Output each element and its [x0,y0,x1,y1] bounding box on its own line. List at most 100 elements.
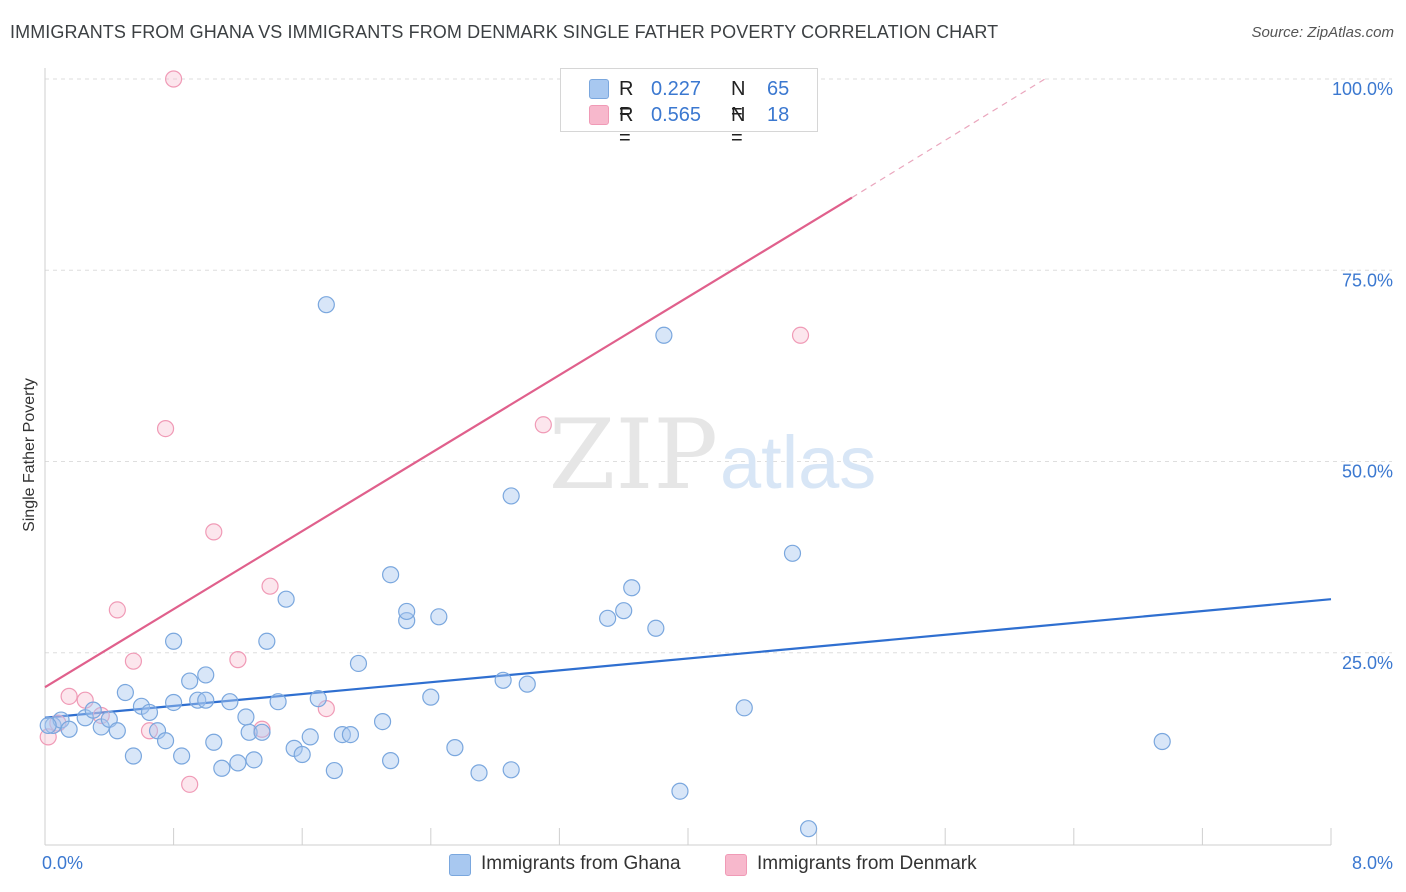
data-point-ghana [269,693,287,711]
tick-labels: 25.0% 50.0% 75.0% 100.0% 0.0% 8.0% [42,79,1393,873]
legend-n-value: 65 [767,78,790,100]
data-point-denmark [229,651,247,669]
data-point-ghana [349,654,368,673]
data-point-ghana [60,720,78,738]
data-point-ghana [156,732,175,750]
legend-r-value: 0.227 [651,78,702,100]
data-point-ghana [502,761,520,779]
data-point-ghana [229,754,247,772]
data-point-ghana [373,712,392,731]
data-point-ghana [165,632,183,650]
data-point-ghana [258,632,276,650]
data-point-ghana [494,671,512,689]
bottom-legend-swatch-denmark [725,854,747,876]
axes [44,68,1332,846]
x-tick-label: 8.0% [1352,853,1393,873]
data-point-ghana [599,609,617,627]
watermark-atlas: atlas [720,421,876,504]
legend-n-label: N = [731,78,746,123]
data-point-ghana [398,612,416,630]
data-point-ghana [1153,732,1171,751]
legend-swatch-ghana [589,79,609,99]
data-point-ghana [422,688,440,706]
data-point-ghana [116,683,134,702]
data-point-ghana [173,747,191,765]
trend-lines [44,78,1332,719]
data-point-denmark [534,416,552,434]
data-point-ghana [213,759,231,777]
data-point-ghana [205,733,223,751]
data-point-ghana [84,701,102,719]
data-point-denmark [108,601,126,619]
legend-n-label: N = [731,104,746,149]
legend-n-value: 18 [767,104,790,126]
y-tick-label: 50.0% [1342,462,1393,482]
data-point-ghana [221,693,239,711]
bottom-legend-label-denmark: Immigrants from Denmark [757,853,977,874]
data-point-ghana [655,326,673,344]
data-point-denmark [791,326,810,344]
bottom-legend-swatch-ghana [449,854,471,876]
data-point-ghana [39,716,57,735]
trend-line-denmark-extension [851,78,1046,199]
data-point-ghana [518,675,536,693]
data-point-denmark [156,420,175,438]
data-point-ghana [240,723,258,741]
data-point-ghana [253,723,271,741]
data-point-denmark [205,523,223,541]
data-point-denmark [181,775,199,793]
trend-line-denmark [44,196,853,689]
x-tick-label: 0.0% [42,853,83,873]
correlation-legend: R = 0.227 N = 65 R = 0.565 N = 18 [560,68,818,149]
data-point-ghana [197,666,215,684]
data-point-ghana [470,764,488,782]
legend-r-label: R = [619,104,634,149]
data-point-denmark [60,687,78,705]
watermark-zip: ZIP [549,399,718,511]
data-point-ghana [671,782,689,800]
source-credit: Source: ZipAtlas.com [1251,24,1394,41]
data-point-ghana [799,820,818,838]
data-point-ghana [341,726,360,744]
data-point-ghana [237,708,255,726]
y-tick-label: 100.0% [1332,79,1393,99]
grid-lines [45,78,1392,654]
data-point-ghana [293,745,311,764]
data-point-ghana [783,544,802,562]
data-point-ghana [108,722,126,740]
data-point-ghana [398,602,416,621]
data-point-ghana [277,590,295,608]
data-point-ghana [382,752,400,770]
data-point-ghana [124,747,143,765]
y-tick-label: 25.0% [1342,653,1393,673]
data-point-ghana [140,703,159,722]
y-tick-label: 75.0% [1342,270,1393,290]
y-axis-label: Single Father Poverty [21,378,38,532]
data-point-ghana [165,693,183,712]
legend-swatch-denmark [589,105,609,125]
data-point-ghana [502,487,520,505]
chart-title: IMMIGRANTS FROM GHANA VS IMMIGRANTS FROM… [10,22,999,42]
data-point-ghana [623,579,641,597]
data-point-ghana [735,699,753,717]
data-point-ghana [615,602,633,620]
trend-line-ghana [44,598,1332,719]
data-point-ghana [197,691,215,709]
data-point-denmark [261,577,279,595]
data-point-ghana [309,690,327,708]
data-point-ghana [245,751,263,769]
data-point-denmark [165,70,183,88]
data-point-ghana [181,672,199,690]
bottom-legend-label-ghana: Immigrants from Ghana [481,853,681,874]
legend-r-value: 0.565 [651,104,702,126]
legend-r-label: R = [619,78,634,123]
data-point-ghana [647,619,665,637]
data-point-ghana [301,728,319,746]
data-point-ghana [382,566,400,584]
data-point-ghana [430,608,448,626]
data-point-ghana [446,739,464,757]
data-point-denmark [124,652,143,670]
data-point-ghana [325,761,343,780]
data-point-ghana [317,296,335,314]
